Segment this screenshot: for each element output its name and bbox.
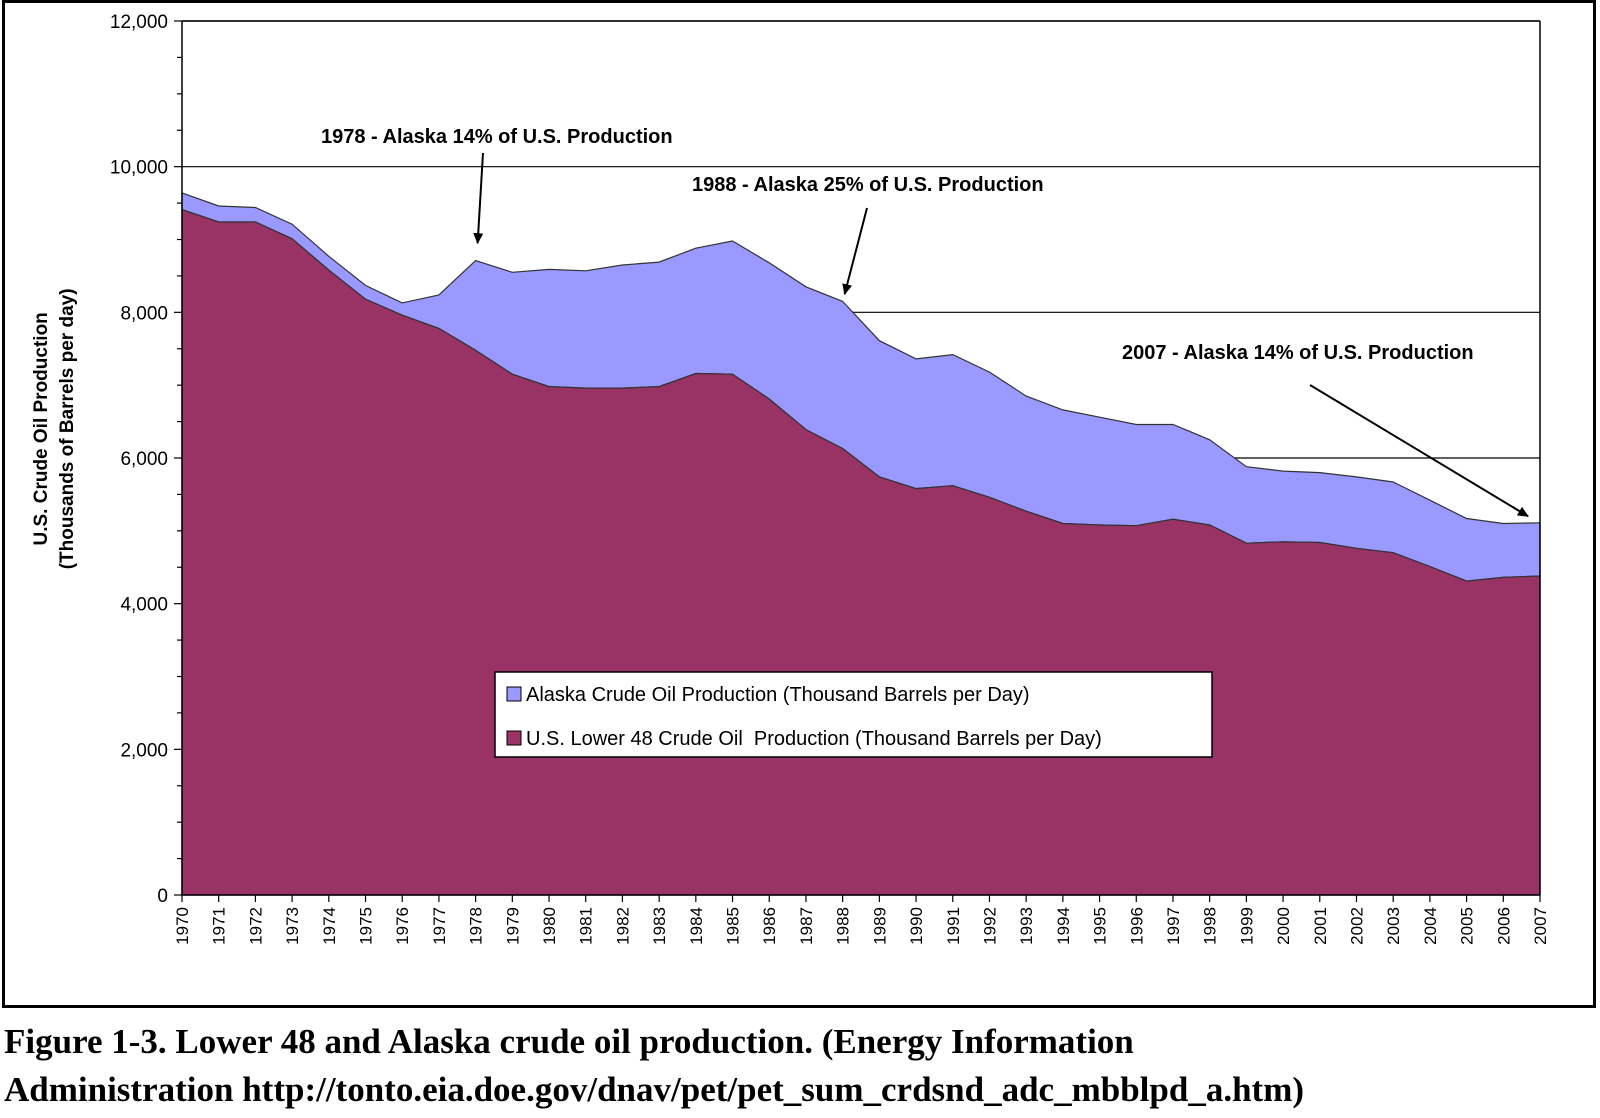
- legend-label-lower-48: U.S. Lower 48 Crude Oil Production (Thou…: [526, 728, 1102, 750]
- annotation-arrow-1978: [473, 152, 484, 245]
- x-tick-label: 1998: [1201, 907, 1220, 945]
- annotation-arrow-2007: [1309, 384, 1529, 518]
- caption-line-2: Administration http://tonto.eia.doe.gov/…: [4, 1070, 1305, 1109]
- legend-box: [494, 671, 1213, 758]
- x-tick-label: 1972: [246, 907, 265, 945]
- y-axis-title-line-1: U.S. Crude Oil Production: [31, 312, 52, 545]
- y-tick-label: 2,000: [120, 740, 168, 761]
- y-tick-label: 6,000: [120, 449, 168, 470]
- y-tick-label: 12,000: [110, 12, 168, 33]
- caption-line-1: Figure 1-3. Lower 48 and Alaska crude oi…: [4, 1022, 1134, 1061]
- x-tick-label: 2004: [1421, 907, 1440, 945]
- x-tick-label: 1989: [870, 907, 889, 945]
- x-tick-label: 1980: [540, 907, 559, 945]
- x-tick-label: 1985: [724, 907, 743, 945]
- x-tick-label: 1970: [173, 907, 192, 945]
- annotation-1988: 1988 - Alaska 25% of U.S. Production: [692, 174, 1044, 196]
- x-tick-label: 1975: [357, 907, 376, 945]
- x-tick-label: 1982: [613, 907, 632, 945]
- x-tick-label: 2003: [1384, 907, 1403, 945]
- x-tick-label: 2001: [1311, 907, 1330, 945]
- x-tick-label: 1993: [1017, 907, 1036, 945]
- x-tick-label: 1973: [283, 907, 302, 945]
- annotation-arrow-1988: [842, 207, 868, 296]
- x-tick-label: 1994: [1054, 907, 1073, 945]
- x-tick-label: 2006: [1494, 907, 1513, 945]
- x-tick-label: 2005: [1458, 907, 1477, 945]
- x-tick-label: 1981: [577, 907, 596, 945]
- x-tick-label: 2000: [1274, 907, 1293, 945]
- x-tick-label: 1996: [1127, 907, 1146, 945]
- x-tick-label: 1983: [650, 907, 669, 945]
- x-tick-label: 1984: [687, 907, 706, 945]
- x-tick-label: 1992: [980, 907, 999, 945]
- x-tick-label: 1987: [797, 907, 816, 945]
- y-tick-label: 10,000: [110, 158, 168, 179]
- y-tick-label: 0: [157, 886, 168, 907]
- x-tick-label: 1991: [944, 907, 963, 945]
- x-tick-label: 1988: [834, 907, 853, 945]
- x-tick-label: 1971: [210, 907, 229, 945]
- area-chart: 0 2,000 4,000 6,000 8,000 10,000 12,000 1970 197…: [31, 12, 1550, 945]
- y-axis-title-line-2: (Thousands of Barrels per day): [57, 288, 78, 569]
- x-tick-label: 2007: [1531, 907, 1550, 945]
- y-tick-label: 8,000: [120, 303, 168, 324]
- legend-swatch-alaska: [506, 686, 522, 702]
- legend-swatch-lower-48: [506, 730, 522, 746]
- annotation-1978: 1978 - Alaska 14% of U.S. Production: [321, 126, 673, 148]
- x-tick-label: 1979: [503, 907, 522, 945]
- legend-label-alaska: Alaska Crude Oil Production (Thousand Ba…: [526, 684, 1030, 706]
- figure-caption: Figure 1-3. Lower 48 and Alaska crude oi…: [4, 1018, 1594, 1114]
- chart-frame: 0 2,000 4,000 6,000 8,000 10,000 12,000 1970 197…: [2, 0, 1596, 1008]
- y-tick-label: 4,000: [120, 595, 168, 616]
- x-tick-label: 1978: [467, 907, 486, 945]
- x-tick-label: 1977: [430, 907, 449, 945]
- x-tick-label: 1995: [1091, 907, 1110, 945]
- x-tick-label: 1986: [760, 907, 779, 945]
- x-tick-label: 1999: [1237, 907, 1256, 945]
- x-tick-label: 1976: [393, 907, 412, 945]
- x-tick-label: 1997: [1164, 907, 1183, 945]
- x-tick-label: 1974: [320, 907, 339, 945]
- x-tick-label: 1990: [907, 907, 926, 945]
- x-tick-label: 2002: [1347, 907, 1366, 945]
- annotation-2007: 2007 - Alaska 14% of U.S. Production: [1122, 342, 1474, 364]
